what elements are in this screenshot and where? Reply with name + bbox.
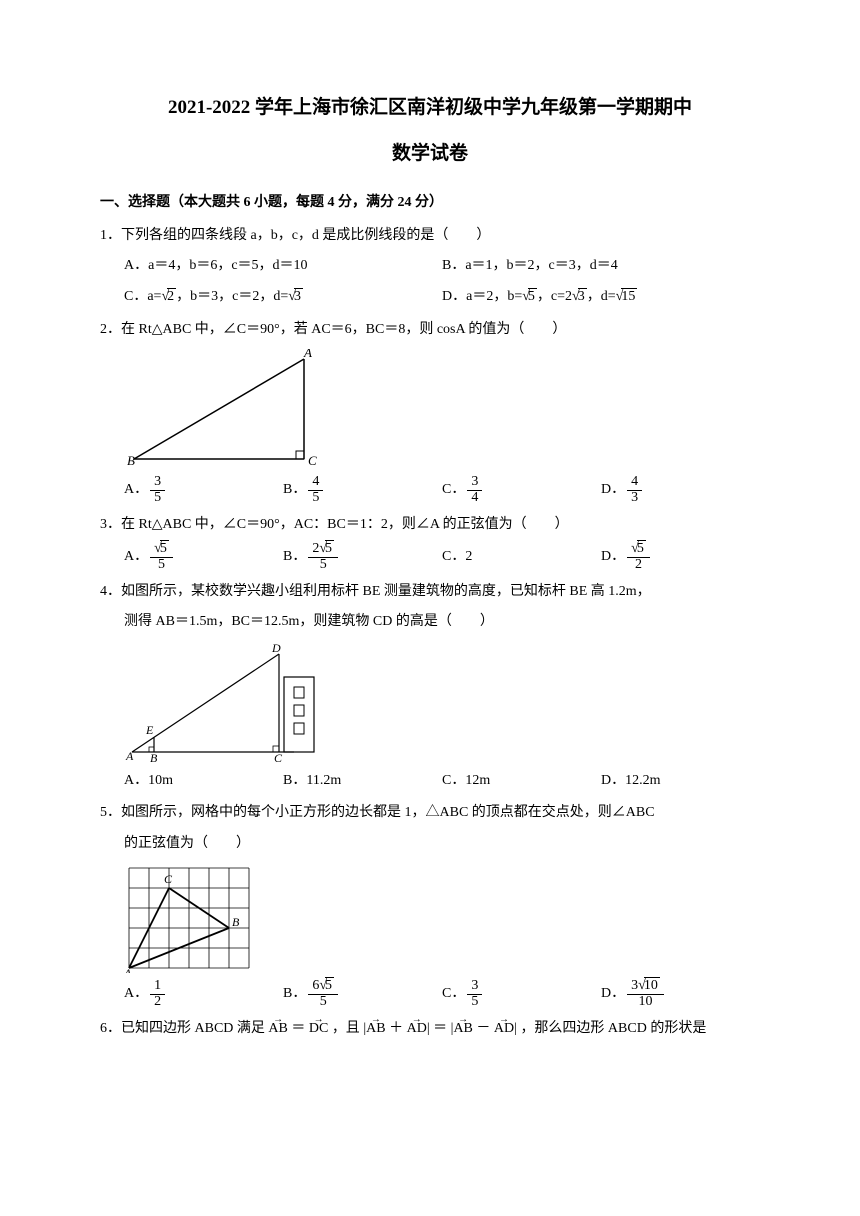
- title-sub: 数学试卷: [100, 136, 760, 172]
- svg-text:A: A: [125, 749, 134, 762]
- q2-figure: B C A: [100, 349, 760, 469]
- svg-text:C: C: [164, 872, 173, 886]
- q4-optD: D．12.2m: [601, 768, 760, 795]
- question-4: 4．如图所示，某校数学兴趣小组利用标杆 BE 测量建筑物的高度，已知标杆 BE …: [100, 579, 760, 795]
- q5-optC: C．35: [442, 979, 601, 1009]
- svg-text:A: A: [303, 349, 312, 360]
- q3-text: 3．在 Rt△ABC 中，∠C＝90°，AC：BC＝1：2，则∠A 的正弦值为（…: [100, 512, 760, 539]
- q2-optD: D．43: [601, 475, 760, 505]
- q2-optC: C．34: [442, 475, 601, 505]
- svg-text:A: A: [124, 966, 132, 973]
- q3-optD: D．52: [601, 542, 760, 572]
- svg-text:C: C: [274, 751, 283, 762]
- q3-options: A．55 B．255 C．2 D．52: [100, 542, 760, 572]
- question-6: 6．已知四边形 ABCD 满足 →AB ＝ →DC ，且 |→AB ＋ →AD|…: [100, 1016, 760, 1043]
- q5-optA: A．12: [124, 979, 283, 1009]
- section-header: 一、选择题（本大题共 6 小题，每题 4 分，满分 24 分）: [100, 190, 760, 217]
- svg-text:B: B: [150, 751, 158, 762]
- q1-optC: C．a=2，b＝3，c＝2，d=3: [124, 284, 442, 311]
- q4-options: A．10m B．11.2m C．12m D．12.2m: [100, 768, 760, 795]
- q2-optB: B．45: [283, 475, 442, 505]
- q4-text2: 测得 AB＝1.5m，BC＝12.5m，则建筑物 CD 的高是（ ）: [100, 609, 760, 636]
- question-3: 3．在 Rt△ABC 中，∠C＝90°，AC：BC＝1：2，则∠A 的正弦值为（…: [100, 512, 760, 573]
- q4-figure: A B E C D: [100, 642, 760, 762]
- svg-text:C: C: [308, 453, 317, 468]
- q1-optA: A．a＝4，b＝6，c＝5，d＝10: [124, 253, 442, 280]
- q1-optB: B．a＝1，b＝2，c＝3，d＝4: [442, 253, 760, 280]
- q2-options: A．35 B．45 C．34 D．43: [100, 475, 760, 505]
- q4-optC: C．12m: [442, 768, 601, 795]
- question-1: 1．下列各组的四条线段 a，b，c，d 是成比例线段的是（ ） A．a＝4，b＝…: [100, 223, 760, 311]
- q3-optA: A．55: [124, 542, 283, 572]
- q4-optB: B．11.2m: [283, 768, 442, 795]
- q5-options: A．12 B．655 C．35 D．31010: [100, 979, 760, 1009]
- q5-optB: B．655: [283, 979, 442, 1009]
- q5-figure: A C B: [100, 863, 760, 973]
- q5-text2: 的正弦值为（ ）: [100, 831, 760, 858]
- svg-text:B: B: [232, 915, 240, 929]
- svg-text:E: E: [145, 723, 154, 737]
- q2-optA: A．35: [124, 475, 283, 505]
- q2-text: 2．在 Rt△ABC 中，∠C＝90°，若 AC＝6，BC＝8，则 cosA 的…: [100, 317, 760, 344]
- q1-options-row2: C．a=2，b＝3，c＝2，d=3 D．a＝2，b=5，c=23，d=15: [100, 284, 760, 311]
- q1-optD: D．a＝2，b=5，c=23，d=15: [442, 284, 760, 311]
- title-main: 2021-2022 学年上海市徐汇区南洋初级中学九年级第一学期期中: [100, 90, 760, 126]
- q5-text: 5．如图所示，网格中的每个小正方形的边长都是 1，△ABC 的顶点都在交点处，则…: [100, 800, 760, 827]
- q3-optB: B．255: [283, 542, 442, 572]
- q3-optC: C．2: [442, 544, 601, 571]
- svg-text:B: B: [127, 453, 135, 468]
- q4-text: 4．如图所示，某校数学兴趣小组利用标杆 BE 测量建筑物的高度，已知标杆 BE …: [100, 579, 760, 606]
- q1-text: 1．下列各组的四条线段 a，b，c，d 是成比例线段的是（ ）: [100, 223, 760, 250]
- question-5: 5．如图所示，网格中的每个小正方形的边长都是 1，△ABC 的顶点都在交点处，则…: [100, 800, 760, 1010]
- question-2: 2．在 Rt△ABC 中，∠C＝90°，若 AC＝6，BC＝8，则 cosA 的…: [100, 317, 760, 506]
- svg-text:D: D: [271, 642, 281, 655]
- q5-optD: D．31010: [601, 979, 760, 1009]
- q4-optA: A．10m: [124, 768, 283, 795]
- q6-text: 6．已知四边形 ABCD 满足 →AB ＝ →DC ，且 |→AB ＋ →AD|…: [100, 1016, 760, 1043]
- q1-options-row1: A．a＝4，b＝6，c＝5，d＝10 B．a＝1，b＝2，c＝3，d＝4: [100, 253, 760, 280]
